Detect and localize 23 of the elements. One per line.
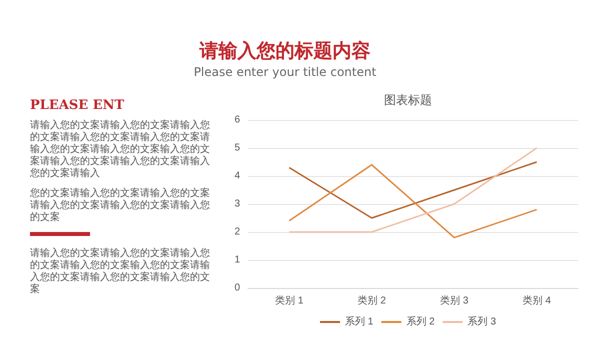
text: 请输入您的文案请输入您的文案请输入您的文案请输入您的文案请输入您的文案请输入您的文案请输入您的文案输入您的文案请输入您的文案请输入您的文案请输入您的文案请输入 [30, 120, 211, 180]
y-tick-label: 1 [234, 254, 240, 266]
legend-label: 系列 3 [468, 316, 496, 328]
legend-label: 系列 1 [344, 316, 374, 328]
x-tick-label: 类别 1 [275, 294, 304, 306]
text: PLEASE ENT [30, 98, 126, 114]
x-tick-label: 类别 3 [440, 294, 469, 306]
x-tick-label: 类别 2 [358, 294, 386, 306]
line-series [288, 161, 538, 219]
y-tick-label: 5 [234, 142, 240, 154]
text: 图表标题 [383, 92, 433, 109]
chart-title: 请输入您的标题内容 [198, 39, 372, 64]
y-tick-label: 6 [234, 114, 240, 126]
y-tick-label: 4 [234, 170, 240, 182]
line-series [288, 164, 538, 238]
text: 您的文案请输入您的文案请输入您的文案请输入您的文案请输入您的文案请输入您的文案 [30, 188, 211, 224]
y-tick-label: 3 [234, 198, 240, 210]
y-tick-label: 2 [234, 226, 240, 238]
x-tick-label: 类别 4 [522, 294, 552, 306]
y-tick-label: 0 [234, 282, 240, 294]
chart-subtitle: Please enter your title content [192, 65, 378, 79]
text: 请输入您的文案请输入您的文案请输入您的文案请输入您的文案输入您的文案请输入您的文案请输入您的文案请输入您的文案 [30, 248, 211, 296]
legend-label: 系列 2 [406, 316, 436, 328]
